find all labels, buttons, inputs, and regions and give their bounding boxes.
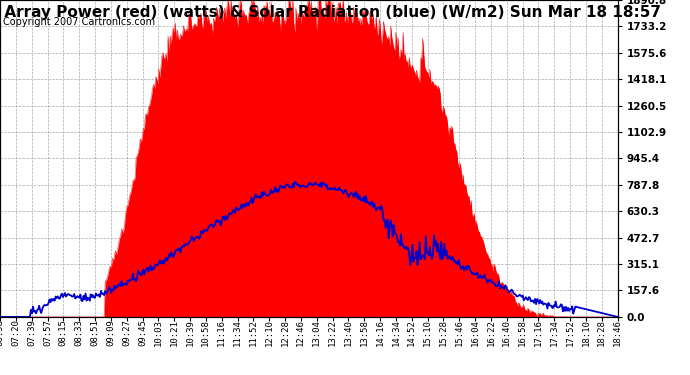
Text: 15:46: 15:46: [455, 320, 464, 346]
Text: 08:15: 08:15: [59, 320, 68, 346]
Text: 14:16: 14:16: [375, 320, 384, 346]
Text: 09:09: 09:09: [106, 320, 115, 346]
Text: 18:46: 18:46: [613, 320, 622, 346]
Text: 15:28: 15:28: [439, 320, 448, 346]
Text: 11:34: 11:34: [233, 320, 242, 346]
Text: 10:03: 10:03: [154, 320, 163, 346]
Text: 14:52: 14:52: [407, 320, 416, 346]
Text: 14:34: 14:34: [391, 320, 400, 346]
Text: 08:51: 08:51: [90, 320, 99, 346]
Text: 07:57: 07:57: [43, 320, 52, 346]
Text: 09:27: 09:27: [122, 320, 131, 346]
Text: 12:46: 12:46: [297, 320, 306, 346]
Text: 18:10: 18:10: [582, 320, 591, 346]
Text: 13:22: 13:22: [328, 320, 337, 346]
Text: 12:10: 12:10: [265, 320, 274, 346]
Text: 09:45: 09:45: [138, 320, 147, 346]
Text: 15:10: 15:10: [423, 320, 432, 346]
Text: 16:58: 16:58: [518, 320, 527, 346]
Text: 10:58: 10:58: [201, 320, 210, 346]
Text: 16:22: 16:22: [486, 320, 495, 346]
Text: 17:16: 17:16: [534, 320, 543, 346]
Text: 13:04: 13:04: [312, 320, 321, 346]
Text: 11:52: 11:52: [249, 320, 258, 346]
Text: West Array Power (red) (watts) & Solar Radiation (blue) (W/m2) Sun Mar 18 18:57: West Array Power (red) (watts) & Solar R…: [0, 5, 661, 20]
Text: 07:39: 07:39: [27, 320, 36, 346]
Text: 11:16: 11:16: [217, 320, 226, 346]
Text: 08:33: 08:33: [75, 320, 83, 346]
Text: Copyright 2007 Cartronics.com: Copyright 2007 Cartronics.com: [3, 17, 155, 27]
Text: 06:58: 06:58: [0, 320, 5, 346]
Text: 07:20: 07:20: [11, 320, 20, 346]
Text: 13:58: 13:58: [359, 320, 368, 346]
Text: 10:39: 10:39: [186, 320, 195, 346]
Text: 16:40: 16:40: [502, 320, 511, 346]
Text: 10:21: 10:21: [170, 320, 179, 346]
Text: 13:40: 13:40: [344, 320, 353, 346]
Text: 16:04: 16:04: [471, 320, 480, 346]
Text: 17:52: 17:52: [566, 320, 575, 346]
Text: 17:34: 17:34: [550, 320, 559, 346]
Text: 12:28: 12:28: [281, 320, 290, 346]
Text: 18:28: 18:28: [598, 320, 607, 346]
